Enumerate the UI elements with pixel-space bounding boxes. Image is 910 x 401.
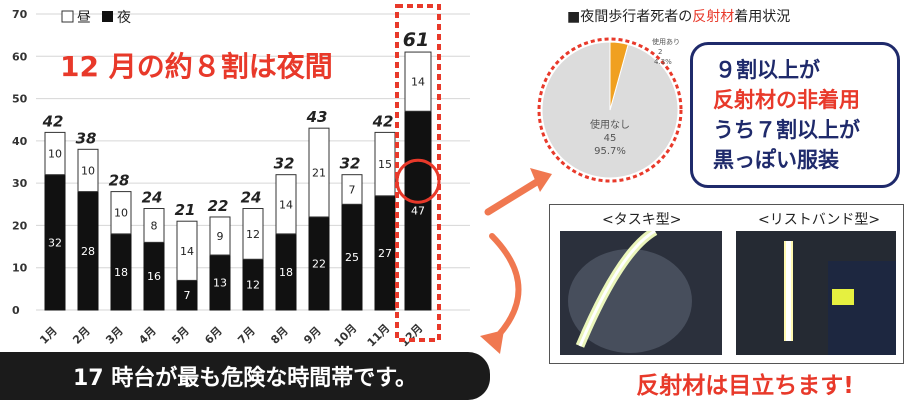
y-tick-label: 50 <box>12 93 28 106</box>
bar-day <box>308 127 330 218</box>
y-tick-label: 70 <box>12 8 28 21</box>
december-night-circle <box>395 158 441 204</box>
pie-count-use: 2 <box>658 48 662 56</box>
y-tick-label: 30 <box>12 177 28 190</box>
bar-day <box>110 191 132 235</box>
total-value-label: 38 <box>76 129 97 147</box>
pie-slice <box>609 41 629 111</box>
arrow-to-pie-head <box>530 168 552 192</box>
bar-day <box>209 216 231 256</box>
bar-day <box>143 208 165 243</box>
danger-hour-banner: 17 時台が最も危険な時間帯です。 <box>0 352 490 400</box>
day-value-label: 14 <box>411 76 425 89</box>
total-value-label: 42 <box>42 112 64 130</box>
night-value-label: 28 <box>81 245 95 258</box>
night-value-label: 27 <box>378 247 392 260</box>
sash-type-label: <タスキ型> <box>602 212 682 228</box>
day-value-label: 8 <box>151 219 158 232</box>
day-value-label: 10 <box>48 148 62 161</box>
total-value-label: 24 <box>241 189 262 207</box>
legend-day-swatch <box>61 10 74 23</box>
night-value-label: 18 <box>279 266 293 279</box>
total-value-label: 24 <box>142 189 163 207</box>
night-value-label: 32 <box>48 236 62 249</box>
total-value-label: 61 <box>403 29 429 51</box>
pie-percent-use: 4.3% <box>654 58 672 66</box>
summary-line-4: 黒っぽい服装 <box>713 148 839 172</box>
summary-box: ９割以上が 反射材の非着用 うち７割以上が 黒っぽい服装 <box>690 42 900 188</box>
bar-day <box>275 174 297 235</box>
reflector-visible-text: 反射材は目立ちます! <box>636 373 854 399</box>
day-value-label: 21 <box>312 167 326 180</box>
total-value-label: 22 <box>208 197 229 215</box>
bar-day <box>242 208 264 260</box>
summary-line-2: 反射材の非着用 <box>713 88 860 112</box>
total-value-label: 42 <box>372 112 394 130</box>
chart-annotation: 12 月の約８割は夜間 <box>60 50 333 83</box>
y-tick-label: 20 <box>12 219 28 232</box>
sash-reflector-photo <box>560 231 722 355</box>
summary-line-1: ９割以上が <box>715 58 820 82</box>
night-value-label: 12 <box>246 279 260 292</box>
wristband-type-label: <リストバンド型> <box>758 212 881 228</box>
total-value-label: 28 <box>109 172 130 190</box>
bar-day <box>44 131 66 176</box>
bar-night <box>404 110 432 311</box>
december-highlight-box <box>395 4 441 342</box>
arrow-to-pie <box>484 176 544 216</box>
y-tick-label: 40 <box>12 135 28 148</box>
day-value-label: 9 <box>217 230 224 243</box>
total-value-label: 21 <box>175 201 196 219</box>
bar-day <box>176 220 198 281</box>
monthly-bar-chart: 0102030405060703210421月2810382月1810283月1… <box>12 4 470 349</box>
arrow-to-banner-head <box>480 330 504 354</box>
night-value-label: 25 <box>345 251 359 264</box>
y-tick-label: 10 <box>12 262 28 275</box>
night-value-label: 16 <box>147 270 161 283</box>
total-value-label: 32 <box>274 155 295 173</box>
pie-dotted-ring <box>537 37 683 183</box>
arrow-to-banner <box>489 233 522 345</box>
night-value-label: 22 <box>312 257 326 270</box>
pie-label-no-use: 使用なし <box>590 118 630 131</box>
pie-count-no-use: 45 <box>604 133 617 144</box>
bar-day <box>404 51 432 112</box>
reflector-pie-chart: 使用なし 45 95.7% 使用あり 2 4.3% <box>537 37 683 183</box>
bar-day <box>77 148 99 193</box>
title-highlight: 反射材 <box>692 9 735 25</box>
summary-line-3: うち７割以上が <box>713 118 860 142</box>
total-value-label: 32 <box>340 155 361 173</box>
pie-percent-no-use: 95.7% <box>594 146 626 157</box>
y-tick-label: 60 <box>12 50 28 63</box>
day-value-label: 14 <box>279 198 293 211</box>
day-value-label: 10 <box>114 207 128 220</box>
day-value-label: 12 <box>246 228 260 241</box>
night-value-label: 18 <box>114 266 128 279</box>
title-prefix: ■夜間歩行者死者の <box>567 9 693 25</box>
title-suffix: 着用状況 <box>734 9 791 25</box>
reflector-panel-title: ■夜間歩行者死者の反射材着用状況 <box>567 6 790 26</box>
day-value-label: 14 <box>180 245 194 258</box>
bar-day <box>341 174 363 205</box>
day-value-label: 15 <box>378 158 392 171</box>
legend-night-label: 夜 <box>117 10 131 26</box>
day-value-label: 10 <box>81 164 95 177</box>
reflector-photos: <タスキ型> <リストバンド型> <box>549 204 904 364</box>
legend-night-swatch <box>102 11 113 22</box>
night-value-label: 7 <box>184 289 191 302</box>
night-value-label: 47 <box>411 205 425 218</box>
legend-day-label: 昼 <box>77 10 91 26</box>
night-value-label: 13 <box>213 277 227 290</box>
day-value-label: 7 <box>349 183 356 196</box>
total-value-label: 43 <box>306 108 328 126</box>
y-tick-label: 0 <box>12 304 20 317</box>
pie-label-use: 使用あり <box>652 37 680 46</box>
wristband-reflector-photo <box>736 231 896 355</box>
